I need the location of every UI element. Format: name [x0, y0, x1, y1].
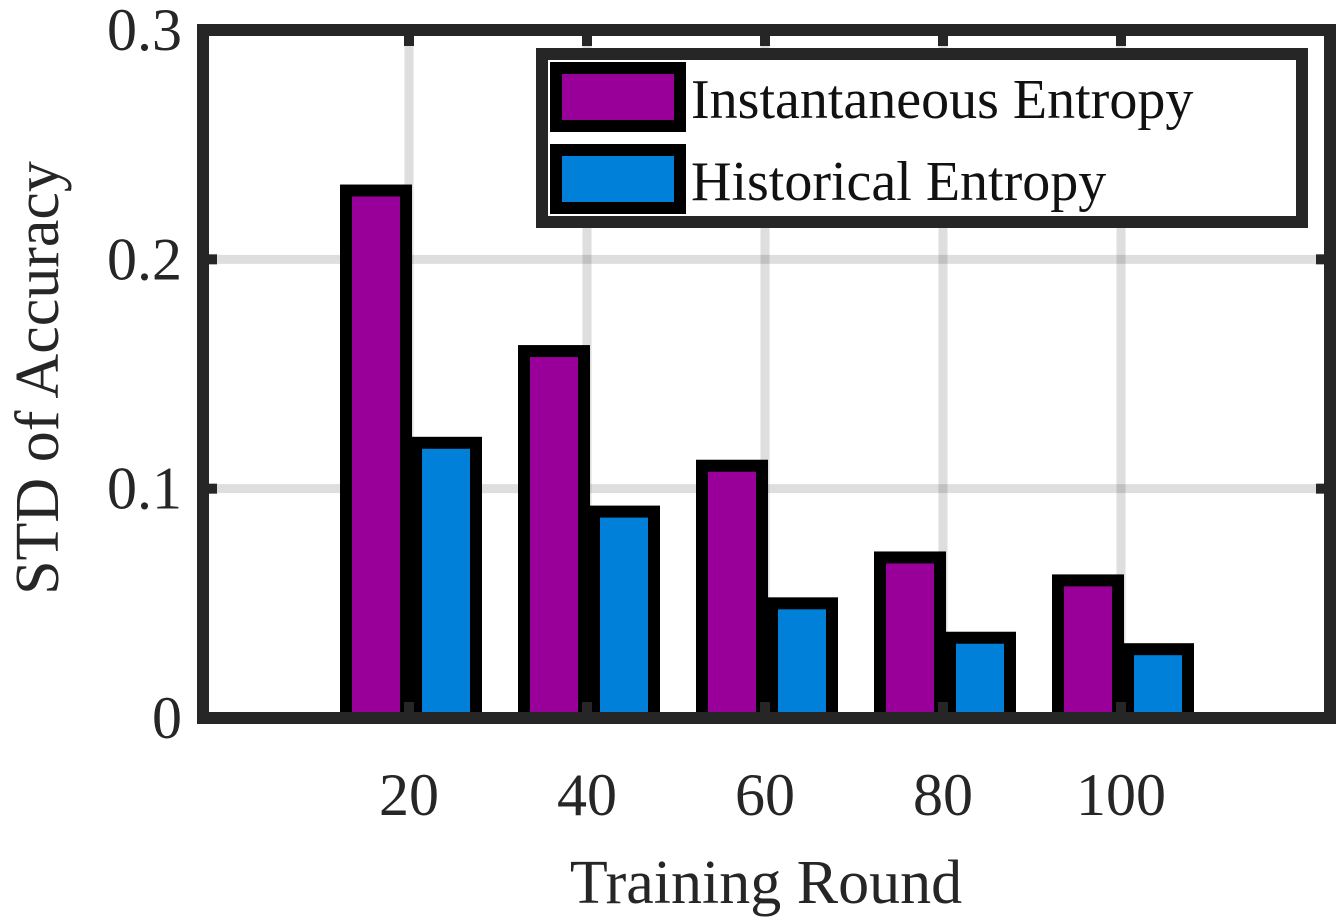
x-tick-label: 100: [1076, 762, 1166, 828]
x-tick-label: 60: [735, 762, 795, 828]
x-tick-label: 80: [913, 762, 973, 828]
bar-instantaneous-80: [874, 551, 946, 725]
legend-swatch-instantaneous-entropy: [550, 62, 686, 132]
bar-historical-40: [588, 505, 660, 724]
bar-instantaneous-100: [1052, 574, 1124, 725]
bar-instantaneous-60: [696, 459, 768, 724]
bar-instantaneous-20: [340, 184, 412, 725]
y-tick-label: 0.1: [107, 456, 182, 522]
bar-historical-20: [410, 436, 482, 724]
bar-instantaneous-40: [518, 345, 590, 724]
x-axis-title: Training Round: [570, 849, 962, 917]
legend-swatch-historical-entropy: [550, 144, 686, 214]
legend-label-historical-entropy: Historical Entropy: [691, 151, 1106, 213]
bar-series-group: [340, 184, 1194, 725]
y-tick-labels: 0 0.1 0.2 0.3: [107, 0, 1330, 751]
legend: Instantaneous Entropy Historical Entropy: [536, 48, 1308, 228]
bar-historical-80: [944, 631, 1016, 725]
x-tick-labels: 20 40 60 80 100: [379, 30, 1166, 828]
x-tick-label: 20: [379, 762, 439, 828]
y-tick-label: 0.3: [107, 0, 182, 63]
legend-label-instantaneous-entropy: Instantaneous Entropy: [691, 69, 1193, 131]
bar-historical-60: [766, 597, 838, 724]
bar-historical-100: [1122, 643, 1194, 725]
y-axis-title: STD of Accuracy: [4, 161, 72, 595]
y-tick-label: 0.2: [107, 226, 182, 292]
y-tick-label: 0: [152, 685, 182, 751]
x-tick-label: 40: [557, 762, 617, 828]
